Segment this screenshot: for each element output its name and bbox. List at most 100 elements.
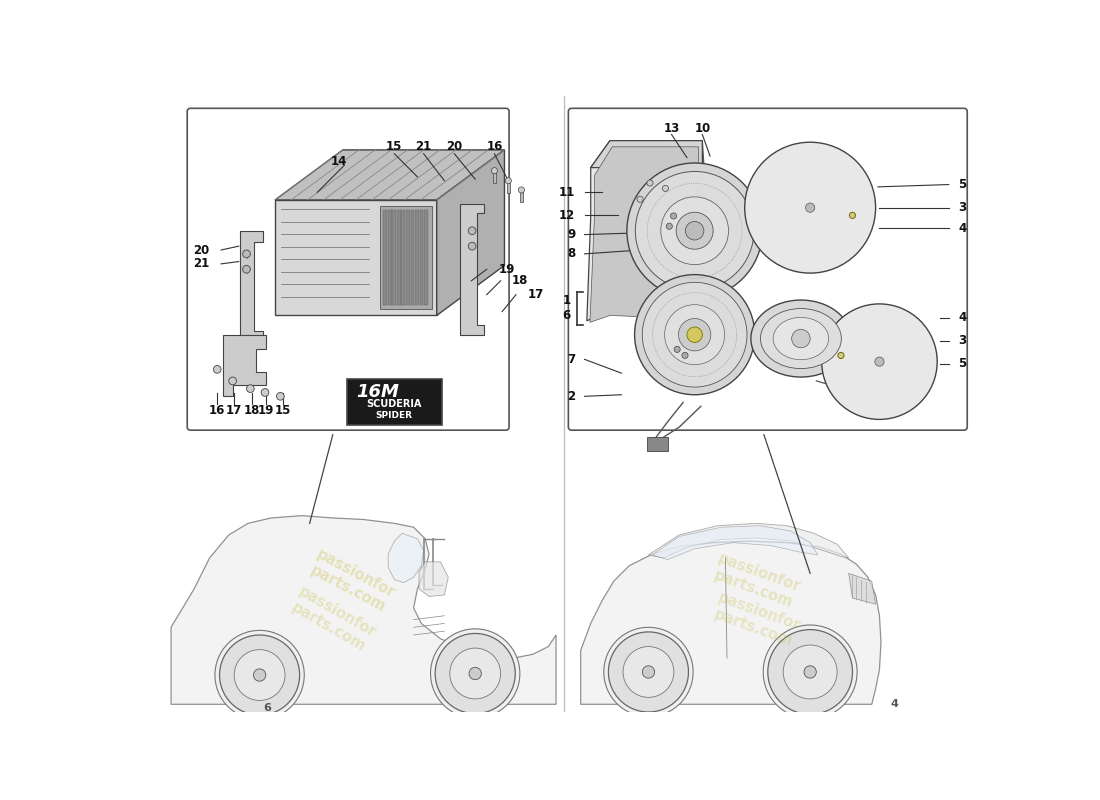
Circle shape: [874, 357, 884, 366]
Polygon shape: [241, 230, 264, 358]
Circle shape: [492, 168, 497, 174]
Text: SCUDERIA: SCUDERIA: [366, 399, 422, 409]
Text: passionfor
parts.com: passionfor parts.com: [710, 590, 803, 650]
Circle shape: [692, 290, 697, 297]
Circle shape: [469, 667, 482, 680]
Circle shape: [745, 142, 876, 273]
Text: 4: 4: [891, 699, 899, 710]
Polygon shape: [419, 562, 449, 597]
Text: 2: 2: [568, 390, 575, 403]
Text: 16M: 16M: [356, 383, 398, 402]
Polygon shape: [275, 200, 437, 315]
Text: 10: 10: [694, 122, 711, 135]
Text: 20: 20: [194, 243, 209, 257]
Circle shape: [849, 212, 856, 218]
Text: 11: 11: [559, 186, 575, 198]
Bar: [406, 210, 410, 306]
Bar: [397, 210, 400, 306]
Text: 16: 16: [486, 139, 503, 153]
Polygon shape: [520, 190, 522, 202]
Text: 4: 4: [958, 222, 966, 235]
Circle shape: [783, 645, 837, 699]
Text: 3: 3: [958, 201, 966, 214]
Text: 17: 17: [528, 288, 543, 301]
Circle shape: [642, 666, 654, 678]
Circle shape: [636, 171, 754, 290]
Circle shape: [436, 634, 515, 714]
Polygon shape: [652, 526, 818, 559]
Text: 7: 7: [568, 353, 575, 366]
Text: 6: 6: [562, 309, 571, 322]
Bar: [393, 210, 396, 306]
Circle shape: [682, 352, 689, 358]
Circle shape: [685, 222, 704, 240]
Polygon shape: [849, 574, 876, 604]
Circle shape: [214, 630, 305, 720]
FancyBboxPatch shape: [346, 379, 442, 425]
FancyBboxPatch shape: [569, 108, 967, 430]
Circle shape: [768, 630, 852, 714]
Text: 18: 18: [513, 274, 528, 287]
Polygon shape: [649, 523, 849, 558]
Circle shape: [276, 393, 284, 400]
Text: passionfor
parts.com: passionfor parts.com: [287, 584, 378, 655]
Circle shape: [253, 669, 266, 682]
Circle shape: [792, 330, 810, 348]
Text: 8: 8: [568, 247, 575, 260]
Polygon shape: [437, 150, 505, 315]
Circle shape: [261, 389, 268, 396]
Text: 18: 18: [244, 404, 260, 417]
Circle shape: [220, 635, 299, 715]
Circle shape: [229, 377, 236, 385]
Text: SPIDER: SPIDER: [376, 411, 412, 420]
Polygon shape: [388, 534, 424, 582]
Circle shape: [686, 327, 703, 342]
Circle shape: [838, 353, 844, 358]
Circle shape: [676, 212, 713, 250]
Text: 9: 9: [568, 228, 575, 241]
Text: 21: 21: [416, 139, 431, 153]
Circle shape: [469, 227, 476, 234]
Circle shape: [635, 274, 755, 394]
Circle shape: [664, 305, 725, 365]
Bar: [402, 210, 405, 306]
Circle shape: [518, 187, 525, 193]
Ellipse shape: [760, 309, 842, 369]
Bar: [381, 206, 432, 310]
Circle shape: [246, 385, 254, 393]
Polygon shape: [581, 541, 881, 704]
Text: 16: 16: [209, 404, 226, 417]
Circle shape: [623, 646, 674, 698]
Circle shape: [505, 178, 512, 184]
Circle shape: [804, 666, 816, 678]
Circle shape: [637, 196, 644, 202]
Circle shape: [674, 346, 680, 353]
Text: 20: 20: [447, 139, 462, 153]
Text: 15: 15: [275, 404, 290, 417]
Circle shape: [213, 366, 221, 373]
Polygon shape: [493, 170, 496, 183]
Text: 5: 5: [958, 178, 966, 191]
Text: passionfor
parts.com: passionfor parts.com: [710, 551, 803, 611]
Circle shape: [234, 650, 285, 701]
Text: 3: 3: [958, 334, 966, 347]
Circle shape: [604, 627, 693, 717]
Circle shape: [430, 629, 520, 718]
Circle shape: [671, 213, 676, 219]
Polygon shape: [587, 141, 714, 323]
Circle shape: [679, 318, 711, 351]
Polygon shape: [223, 334, 266, 396]
Text: 19: 19: [257, 404, 274, 417]
Text: 4: 4: [958, 311, 966, 324]
Text: 15: 15: [386, 139, 403, 153]
Circle shape: [647, 180, 653, 186]
Polygon shape: [606, 141, 714, 323]
Bar: [383, 210, 387, 306]
Polygon shape: [275, 150, 505, 200]
Bar: [410, 210, 415, 306]
Text: 19: 19: [498, 262, 515, 276]
Polygon shape: [507, 181, 510, 193]
Ellipse shape: [773, 318, 828, 360]
Text: passionfor
parts.com: passionfor parts.com: [306, 546, 398, 616]
Text: 12: 12: [559, 209, 575, 222]
